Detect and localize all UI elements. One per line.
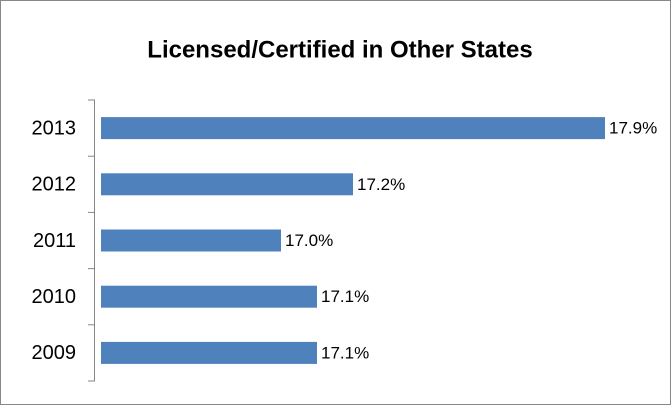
value-label: 17.1% — [321, 287, 369, 306]
y-tick-label: 2011 — [33, 230, 76, 252]
y-tick-label: 2009 — [32, 342, 77, 364]
chart-title: Licensed/Certified in Other States — [147, 36, 532, 63]
y-tick-label: 2010 — [32, 286, 77, 308]
value-label: 17.0% — [285, 231, 333, 250]
value-label: 17.9% — [609, 119, 657, 138]
y-tick-label: 2012 — [32, 174, 77, 196]
value-label: 17.2% — [357, 175, 405, 194]
value-label: 17.1% — [321, 343, 369, 362]
bar — [101, 229, 281, 252]
bar — [101, 285, 317, 308]
bar — [101, 117, 605, 140]
y-tick-label: 2013 — [32, 117, 77, 139]
bar — [101, 173, 353, 196]
bar — [101, 341, 317, 364]
